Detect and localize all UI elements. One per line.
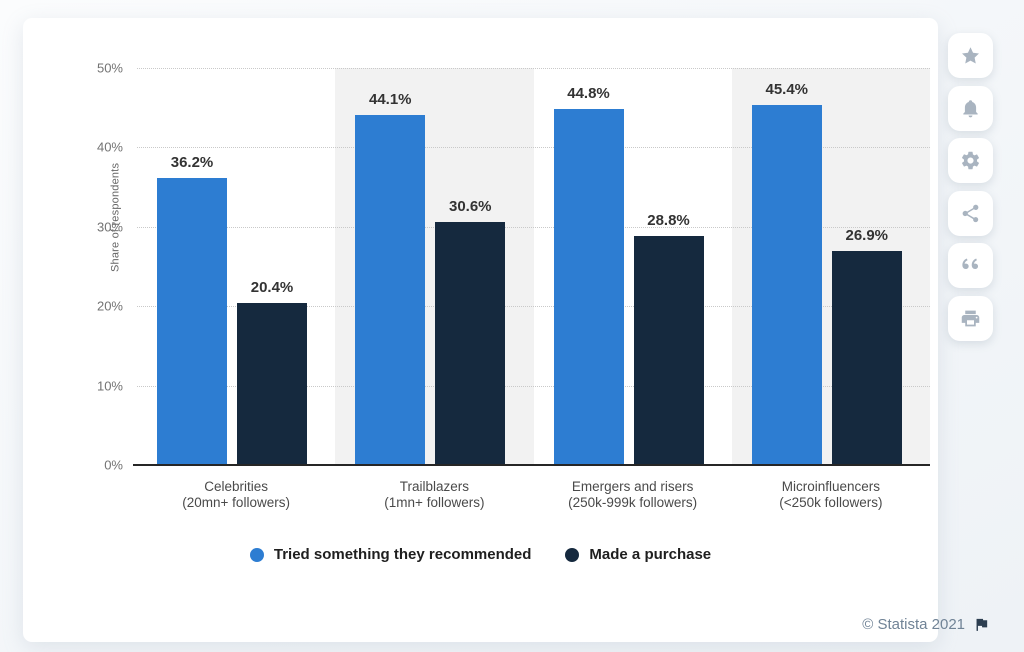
bar-purchase[interactable]	[435, 222, 506, 465]
legend-dot-icon	[565, 547, 580, 562]
y-axis-tick-label: 0%	[104, 457, 123, 473]
bar-value-label: 36.2%	[170, 153, 214, 171]
bar-value-label: 44.1%	[368, 90, 412, 108]
flag-icon	[976, 618, 988, 631]
chart-legend: Tried something they recommended Made a p…	[23, 546, 938, 563]
alerts-button[interactable]	[948, 85, 993, 131]
gridline	[137, 385, 930, 387]
plot-area: 0% 10% 20% 30% 40% 50% 36.2% 44.1% 44.8% 45.4% 20.…	[97, 61, 930, 473]
star-icon	[962, 47, 979, 64]
y-axis-title: Share of respondents	[109, 162, 122, 272]
bar-tried[interactable]	[553, 109, 624, 465]
x-axis-category-label: Emergers and risers (250k-999k followers)	[568, 479, 698, 510]
bar-value-label: 28.8%	[647, 212, 690, 230]
bar-value-label: 30.6%	[448, 198, 492, 216]
gridline	[137, 147, 930, 149]
bar-value-label: 26.9%	[845, 227, 889, 245]
y-axis-tick-label: 50%	[96, 60, 123, 76]
legend-label: Tried something they recommended	[273, 546, 532, 563]
bell-icon	[963, 99, 978, 118]
x-axis-line	[133, 464, 930, 466]
bar-purchase[interactable]	[237, 303, 307, 465]
chart-card: Share of respondents 0% 10% 20% 30% 40% 50% 36…	[23, 18, 938, 642]
y-axis-tick-label: 20%	[96, 298, 123, 314]
share-icon	[962, 204, 979, 222]
gridline	[137, 226, 930, 228]
legend-item[interactable]: Made a purchase	[565, 546, 711, 563]
y-axis-tick-label: 40%	[96, 139, 123, 155]
quote-icon	[962, 258, 979, 270]
gridline	[137, 306, 930, 308]
credit-text: © Statista 2021	[862, 616, 965, 633]
bar-value-label: 44.8%	[567, 85, 610, 103]
y-axis-tick-label: 30%	[96, 219, 123, 235]
settings-button[interactable]	[948, 138, 993, 184]
cite-button[interactable]	[948, 243, 993, 289]
print-button[interactable]	[948, 296, 993, 341]
x-axis-category-label: Trailblazers (1mn+ followers)	[384, 479, 485, 510]
x-axis-category-label: Microinfluencers (<250k followers)	[779, 479, 883, 510]
y-axis-tick-label: 10%	[96, 378, 123, 394]
bar-tried[interactable]	[355, 114, 426, 465]
bar-purchase[interactable]	[633, 236, 704, 465]
x-axis-category-label: Celebrities (20mn+ followers)	[182, 479, 290, 510]
bar-value-label: 20.4%	[250, 279, 294, 297]
bar-purchase[interactable]	[831, 251, 902, 465]
statista-credit[interactable]: © Statista 2021	[862, 616, 990, 633]
bar-tried[interactable]	[751, 104, 822, 465]
printer-icon	[961, 310, 980, 327]
gridline	[137, 68, 930, 69]
legend-item[interactable]: Tried something they recommended	[249, 546, 532, 563]
share-button[interactable]	[948, 190, 993, 236]
favorite-button[interactable]	[948, 33, 993, 78]
bar-tried[interactable]	[157, 177, 227, 465]
legend-dot-icon	[249, 547, 264, 562]
legend-label: Made a purchase	[589, 546, 712, 563]
gear-icon	[962, 151, 979, 170]
bar-value-label: 45.4%	[765, 80, 809, 98]
